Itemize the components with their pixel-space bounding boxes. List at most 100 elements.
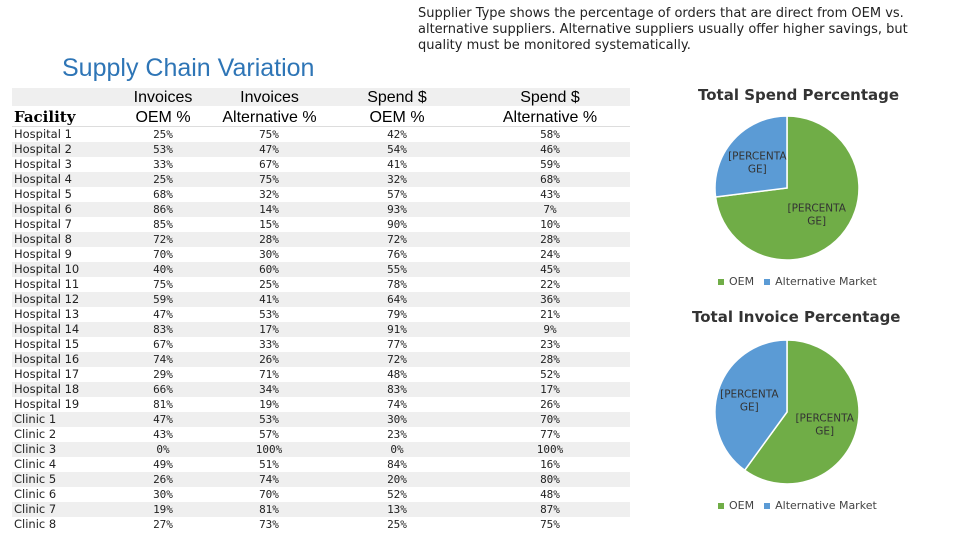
cell-facility: Clinic 8 <box>14 517 57 531</box>
table-row: Clinic 3 0% 100% 0% 100% <box>12 442 630 457</box>
cell-spend-oem: 41% <box>387 158 407 171</box>
cell-spend-alt: 70% <box>540 413 560 426</box>
cell-facility: Clinic 5 <box>14 472 57 486</box>
pie-chart-spend: [PERCENTA GE] [PERCENTA GE] <box>714 115 860 261</box>
cell-inv-oem: 67% <box>153 338 173 351</box>
legend-label-oem: OEM <box>729 275 755 288</box>
cell-inv-oem: 70% <box>153 248 173 261</box>
cell-spend-alt: 80% <box>540 473 560 486</box>
cell-inv-alt: 14% <box>259 203 279 216</box>
cell-facility: Hospital 19 <box>14 397 80 411</box>
cell-spend-oem: 20% <box>387 473 407 486</box>
cell-spend-alt: 100% <box>536 443 564 456</box>
table-row: Hospital 18 66% 34% 83% 17% <box>12 382 630 397</box>
cell-spend-oem: 54% <box>387 143 407 156</box>
table-row: Hospital 2 53% 47% 54% 46% <box>12 142 630 157</box>
cell-inv-alt: 28% <box>259 233 279 246</box>
cell-spend-alt: 23% <box>540 338 560 351</box>
table-row: Hospital 1 25% 75% 42% 58% <box>12 127 630 142</box>
cell-facility: Clinic 3 <box>14 442 57 456</box>
cell-inv-oem: 72% <box>153 233 173 246</box>
cell-spend-oem: 77% <box>387 338 407 351</box>
cell-facility: Clinic 4 <box>14 457 57 471</box>
header-line: Alternative % <box>222 109 317 126</box>
header-line: Spend $ <box>520 89 580 106</box>
cell-inv-alt: 32% <box>259 188 279 201</box>
legend-swatch-alt <box>764 278 771 285</box>
cell-inv-alt: 26% <box>259 353 279 366</box>
cell-spend-alt: 24% <box>540 248 560 261</box>
cell-spend-oem: 13% <box>387 503 407 516</box>
cell-inv-oem: 30% <box>153 488 173 501</box>
pie-slice-alternative <box>714 339 788 472</box>
cell-facility: Hospital 2 <box>14 142 72 156</box>
table-row: Hospital 6 86% 14% 93% 7% <box>12 202 630 217</box>
cell-spend-alt: 75% <box>540 518 560 531</box>
cell-facility: Hospital 7 <box>14 217 72 231</box>
cell-spend-oem: 25% <box>387 518 407 531</box>
cell-inv-oem: 25% <box>153 128 173 141</box>
cell-inv-alt: 33% <box>259 338 279 351</box>
legend-swatch-alt <box>764 502 771 509</box>
legend-label-alt: Alternative Market <box>775 275 877 288</box>
cell-facility: Hospital 11 <box>14 277 80 291</box>
cell-spend-alt: 26% <box>540 398 560 411</box>
table-row: Clinic 7 19% 81% 13% 87% <box>12 502 630 517</box>
cell-inv-oem: 85% <box>153 218 173 231</box>
cell-inv-alt: 47% <box>259 143 279 156</box>
pie-title-spend: Total Spend Percentage <box>698 86 900 104</box>
table-row: Hospital 15 67% 33% 77% 23% <box>12 337 630 352</box>
cell-spend-oem: 74% <box>387 398 407 411</box>
cell-inv-alt: 41% <box>259 293 279 306</box>
cell-spend-oem: 23% <box>387 428 407 441</box>
cell-inv-oem: 59% <box>153 293 173 306</box>
cell-inv-alt: 34% <box>259 383 279 396</box>
table-row: Clinic 6 30% 70% 52% 48% <box>12 487 630 502</box>
cell-inv-alt: 30% <box>259 248 279 261</box>
cell-spend-alt: 22% <box>540 278 560 291</box>
cell-inv-alt: 75% <box>259 128 279 141</box>
description-note: Supplier Type shows the percentage of or… <box>418 6 908 53</box>
cell-facility: Hospital 14 <box>14 322 80 336</box>
legend-swatch-oem <box>718 278 724 285</box>
cell-spend-oem: 93% <box>387 203 407 216</box>
cell-inv-oem: 29% <box>153 368 173 381</box>
pie-data-label: [PERCENTA GE] <box>728 150 787 175</box>
cell-facility: Hospital 17 <box>14 367 80 381</box>
table-row: Hospital 4 25% 75% 32% 68% <box>12 172 630 187</box>
cell-inv-oem: 47% <box>153 308 173 321</box>
legend-swatch-oem <box>718 502 724 509</box>
table-row: Hospital 3 33% 67% 41% 59% <box>12 157 630 172</box>
cell-inv-alt: 81% <box>259 503 279 516</box>
cell-inv-alt: 70% <box>259 488 279 501</box>
cell-inv-oem: 74% <box>153 353 173 366</box>
cell-facility: Hospital 18 <box>14 382 80 396</box>
cell-facility: Hospital 10 <box>14 262 80 276</box>
header-line: OEM % <box>135 109 191 126</box>
cell-inv-alt: 67% <box>259 158 279 171</box>
cell-spend-oem: 84% <box>387 458 407 471</box>
cell-spend-oem: 91% <box>387 323 407 336</box>
cell-spend-alt: 16% <box>540 458 560 471</box>
cell-inv-oem: 66% <box>153 383 173 396</box>
header-line: OEM % <box>369 109 425 126</box>
header-spend-alt: Spend $ Alternative % <box>490 88 610 128</box>
cell-spend-alt: 17% <box>540 383 560 396</box>
header-line: Spend $ <box>367 89 427 106</box>
cell-inv-alt: 71% <box>259 368 279 381</box>
cell-inv-alt: 17% <box>259 323 279 336</box>
cell-inv-oem: 33% <box>153 158 173 171</box>
cell-inv-oem: 43% <box>153 428 173 441</box>
cell-facility: Clinic 6 <box>14 487 57 501</box>
table-row: Hospital 17 29% 71% 48% 52% <box>12 367 630 382</box>
cell-spend-oem: 52% <box>387 488 407 501</box>
legend-label-oem: OEM <box>729 499 755 512</box>
header-band <box>12 88 630 106</box>
cell-facility: Hospital 12 <box>14 292 80 306</box>
header-line: Alternative % <box>502 109 598 126</box>
header-invoices-oem: Invoices OEM % <box>118 88 208 128</box>
table-row: Hospital 16 74% 26% 72% 28% <box>12 352 630 367</box>
table-row: Hospital 10 40% 60% 55% 45% <box>12 262 630 277</box>
cell-spend-alt: 48% <box>540 488 560 501</box>
legend-invoice: OEM Alternative Market <box>718 499 877 512</box>
